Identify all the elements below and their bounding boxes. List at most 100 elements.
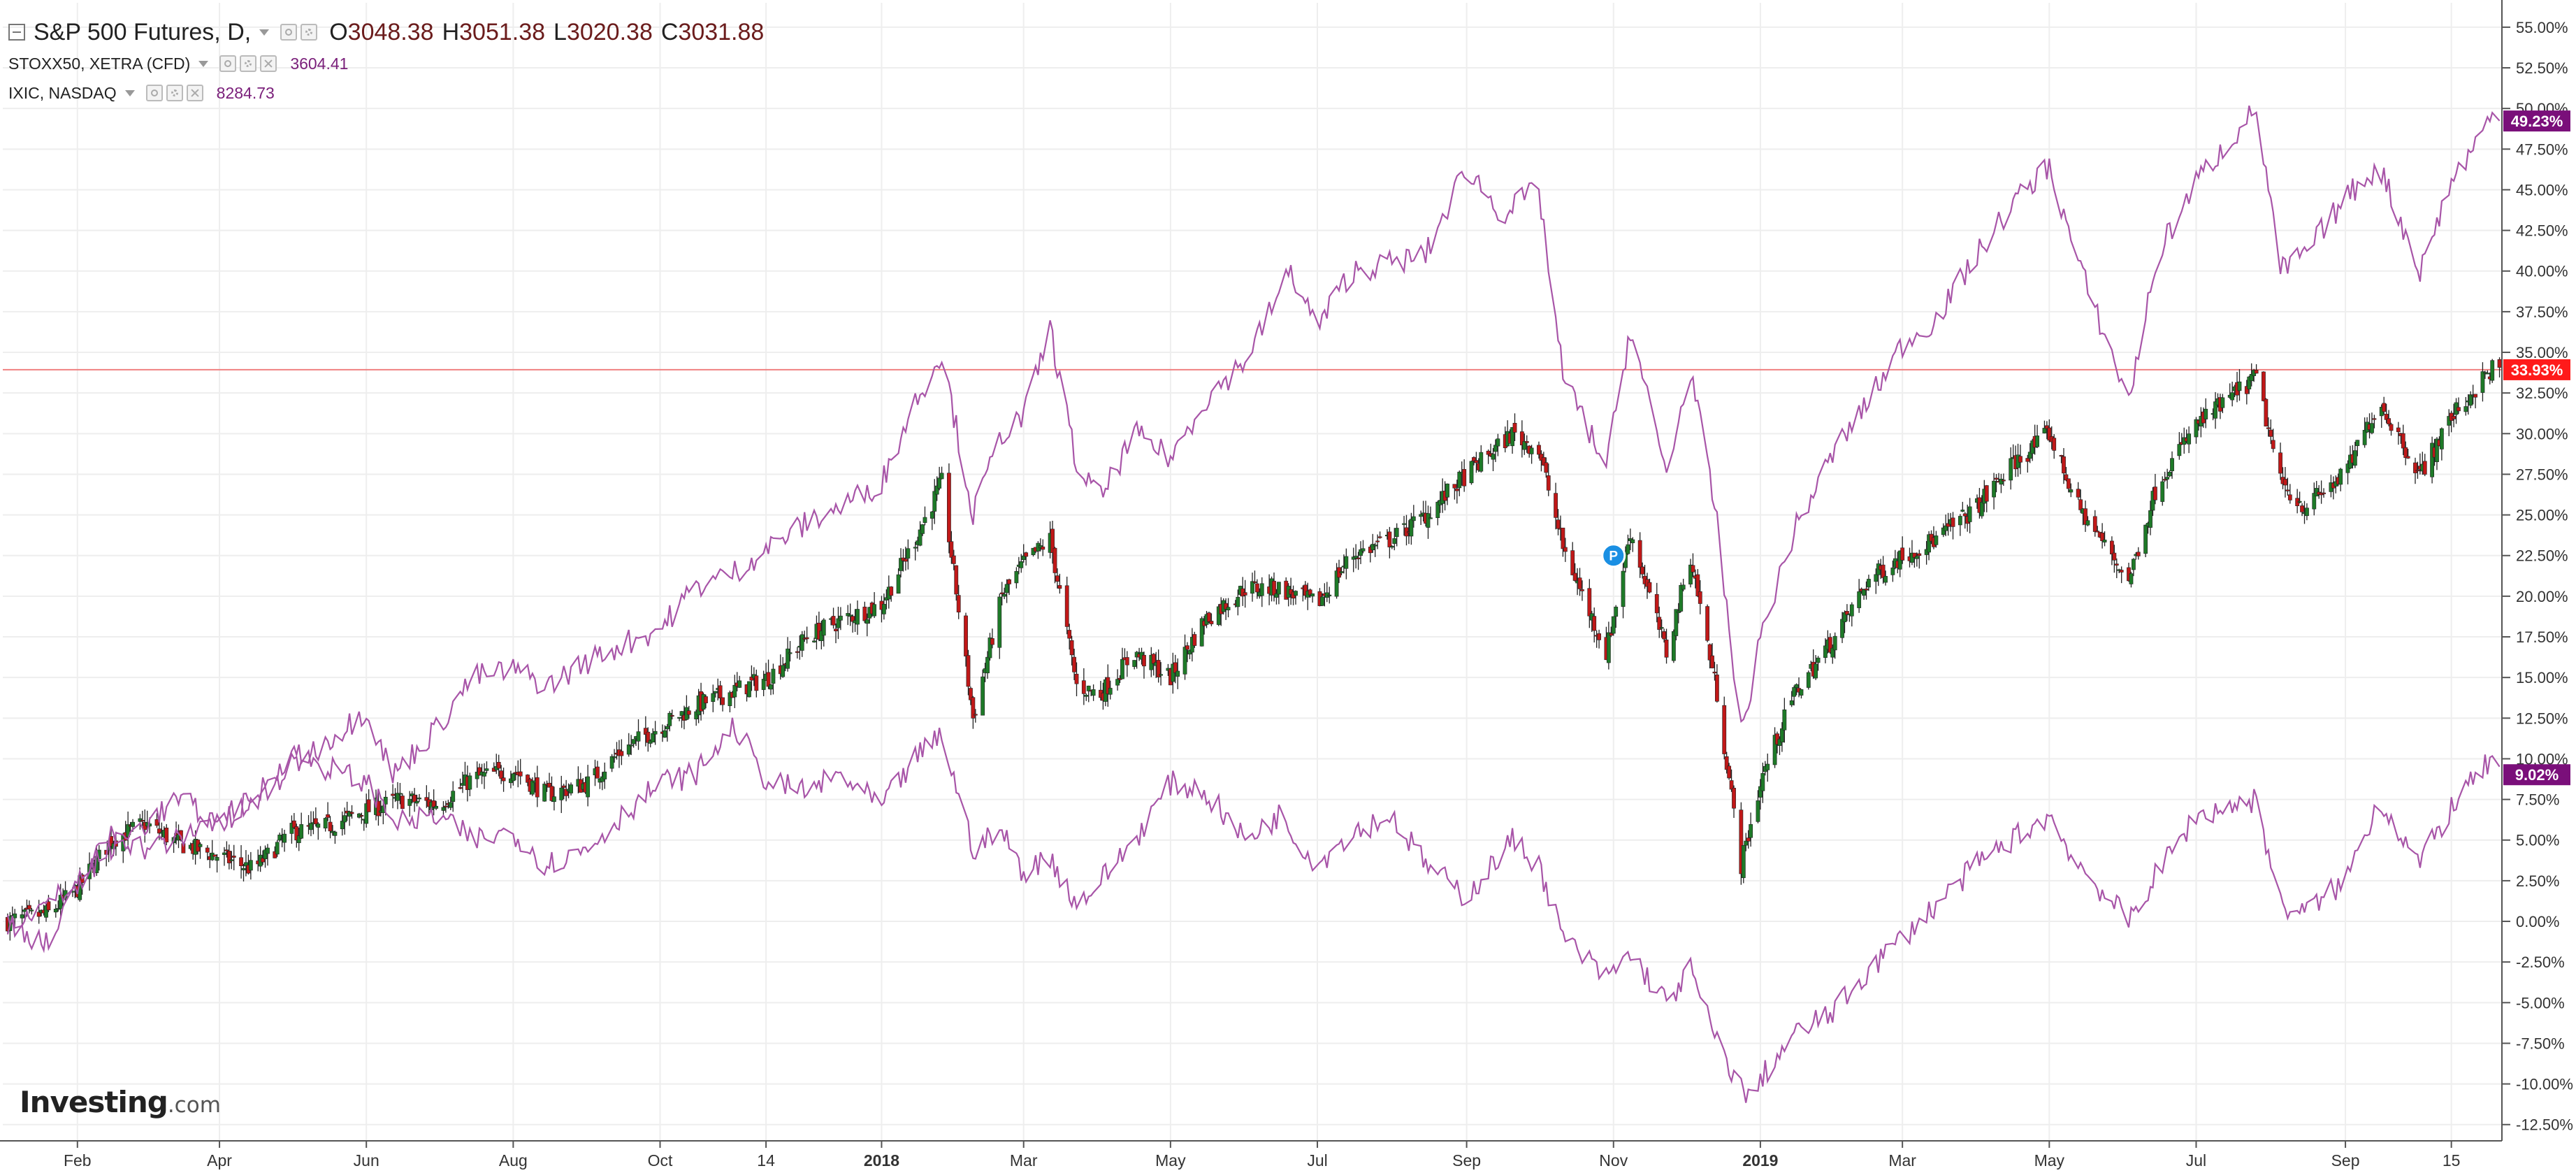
x-tick-label: 2018	[864, 1151, 899, 1170]
candle-body	[951, 555, 956, 564]
compare-series-visibility-icon[interactable]	[219, 55, 237, 72]
y-tick-label: 47.50%	[2516, 141, 2568, 158]
badge-layer: 33.93% 49.23% 9.02%	[2503, 110, 2570, 786]
candle-body	[1356, 557, 1361, 559]
candle-body	[1727, 765, 1732, 779]
candle-body	[326, 814, 330, 818]
candle-body	[535, 777, 540, 798]
candle-body	[561, 785, 566, 788]
candle-body	[670, 714, 674, 717]
candle-body	[282, 833, 287, 843]
y-tick-label: 45.00%	[2516, 181, 2568, 199]
candle-body	[2042, 428, 2047, 433]
candle-body	[1857, 591, 1862, 608]
candle-body	[1640, 566, 1645, 575]
candle-body	[2143, 524, 2148, 554]
candle-body	[231, 856, 236, 858]
candle-body	[969, 688, 973, 700]
candle-body	[990, 638, 994, 645]
candle-body	[1050, 528, 1055, 553]
candle-body	[2297, 501, 2302, 503]
candle-body	[1544, 462, 1549, 473]
candle-body	[804, 637, 809, 640]
compare-series-visibility-icon[interactable]	[145, 85, 163, 101]
candle-body	[1707, 644, 1712, 661]
candle-body	[2064, 474, 2069, 481]
compare-series-remove-icon[interactable]	[260, 55, 277, 72]
candle-body	[1722, 705, 1727, 754]
candle-body	[899, 558, 903, 571]
candle-body	[1845, 611, 1849, 615]
candle-body	[1984, 485, 1989, 502]
candle-body	[2009, 458, 2013, 481]
main-series-settings-icon[interactable]	[301, 24, 318, 41]
candle-body	[2160, 481, 2165, 502]
candle-body	[997, 596, 1002, 648]
x-tick-label: Mar	[1888, 1151, 1916, 1170]
candle-body	[2372, 418, 2377, 420]
compare-series-menu-caret-icon[interactable]	[124, 89, 135, 96]
compare-series-name: STOXX50, XETRA (CFD)	[8, 54, 191, 73]
candle-body	[1917, 553, 1922, 556]
y-tick-label: 32.50%	[2516, 384, 2568, 402]
candle-body	[761, 679, 766, 690]
compare-series-settings-icon[interactable]	[240, 55, 257, 72]
candle-body	[721, 697, 725, 705]
candle-body	[1994, 477, 1999, 480]
compare-series-name: IXIC, NASDAQ	[8, 83, 117, 102]
candle-body	[1272, 580, 1276, 596]
candle-body	[2269, 429, 2273, 437]
candle-body	[431, 800, 436, 807]
investing-logo[interactable]: Investing.com	[20, 1085, 221, 1119]
candle-body	[2162, 479, 2167, 481]
open-value: 3048.38	[347, 18, 434, 45]
logo-suffix: .com	[167, 1093, 221, 1118]
compare-series-settings-icon[interactable]	[166, 85, 183, 101]
candle-body	[376, 800, 381, 816]
candle-body	[2389, 424, 2394, 431]
candle-body	[1276, 582, 1281, 595]
candle-body	[2114, 563, 2119, 566]
candle-body	[398, 793, 403, 795]
main-series-visibility-icon[interactable]	[280, 24, 298, 41]
candle-body	[2132, 559, 2136, 570]
candle-body	[713, 691, 718, 693]
candle-body	[400, 796, 405, 809]
candle-body	[1067, 630, 1072, 639]
series-layer	[5, 105, 2502, 1103]
candle-body	[1587, 588, 1592, 617]
collapse-legend-icon[interactable]	[8, 24, 25, 41]
candle-body	[1554, 493, 1558, 518]
candle-body	[1657, 617, 1662, 630]
last-value-badge-label: 49.23%	[2511, 113, 2563, 130]
candle-body	[1493, 445, 1498, 452]
candle-body	[1354, 556, 1359, 559]
y-tick-label: 42.50%	[2516, 222, 2568, 240]
candle-body	[2025, 458, 2030, 462]
compare-series-remove-icon[interactable]	[186, 85, 203, 101]
y-tick-label: 12.50%	[2516, 710, 2568, 727]
candle-body	[1274, 593, 1279, 598]
candle-body	[342, 815, 347, 823]
candle-body	[922, 517, 927, 523]
candle-body	[2083, 508, 2087, 525]
candle-body	[364, 803, 369, 824]
candle-body	[1106, 677, 1110, 694]
candle-body	[1746, 837, 1751, 842]
candle-body	[2422, 461, 2427, 475]
candle-body	[484, 768, 489, 771]
candle-body	[1445, 483, 1449, 498]
candle-body	[821, 619, 826, 636]
candle-body	[1426, 513, 1431, 528]
candle-body	[1577, 577, 1582, 589]
candle-body	[667, 712, 672, 726]
marker-layer[interactable]: P	[1601, 543, 1626, 568]
main-series-menu-caret-icon[interactable]	[259, 29, 270, 36]
compare-series-menu-caret-icon[interactable]	[198, 60, 209, 67]
x-tick-label: Apr	[207, 1151, 232, 1170]
candle-body	[1041, 546, 1045, 550]
y-tick-label: 7.50%	[2516, 791, 2559, 809]
candle-body	[2490, 360, 2495, 381]
